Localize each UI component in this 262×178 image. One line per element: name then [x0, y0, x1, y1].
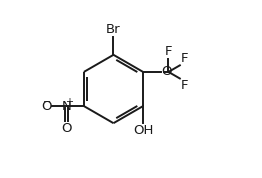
Text: O: O	[61, 122, 72, 135]
Text: F: F	[181, 79, 188, 92]
Text: F: F	[181, 52, 188, 65]
Text: F: F	[165, 45, 172, 58]
Text: O: O	[161, 66, 172, 78]
Text: N: N	[62, 100, 71, 112]
Text: O: O	[41, 100, 51, 112]
Text: Br: Br	[106, 23, 121, 36]
Text: −: −	[43, 97, 52, 107]
Text: OH: OH	[133, 124, 153, 137]
Text: +: +	[66, 97, 74, 107]
